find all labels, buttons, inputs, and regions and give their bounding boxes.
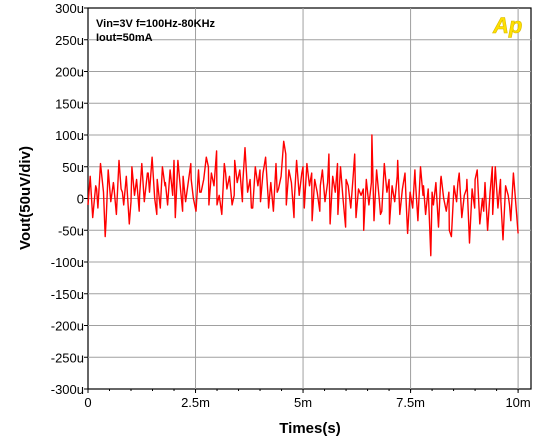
x-ticks: 0 2.5m 5m 7.5m 10m — [84, 389, 531, 410]
series-group — [87, 134, 519, 257]
vout-noise-line — [87, 134, 519, 257]
y-axis-label: Vout(50uV/div) — [17, 146, 34, 250]
x-tick-label: 2.5m — [181, 395, 210, 410]
y-tick-label: 150u — [55, 96, 84, 111]
y-tick-label: -250u — [51, 350, 84, 365]
y-tick-label: -200u — [51, 319, 84, 334]
annotation-vin: Vin=3V f=100Hz-80KHz — [96, 18, 216, 30]
y-ticks: 300u 250u 200u 150u 100u 50u 0 -50u -100u -150u -2… — [51, 1, 88, 397]
ap-logo: Ap — [492, 13, 522, 38]
x-tick-label: 10m — [505, 395, 530, 410]
y-tick-label: 0 — [77, 192, 84, 207]
y-tick-label: -100u — [51, 255, 84, 270]
y-tick-label: -50u — [58, 223, 84, 238]
y-tick-label: 300u — [55, 1, 84, 16]
y-tick-label: 50u — [62, 160, 84, 175]
x-axis-label: Times(s) — [279, 420, 340, 437]
y-tick-label: -150u — [51, 287, 84, 302]
x-tick-label: 0 — [84, 395, 91, 410]
y-tick-label: -300u — [51, 382, 84, 397]
x-tick-label: 7.5m — [396, 395, 425, 410]
annotation-iout: Iout=50mA — [96, 32, 153, 44]
y-tick-label: 100u — [55, 128, 84, 143]
x-tick-label: 5m — [294, 395, 312, 410]
y-tick-label: 200u — [55, 65, 84, 80]
y-tick-label: 250u — [55, 33, 84, 48]
